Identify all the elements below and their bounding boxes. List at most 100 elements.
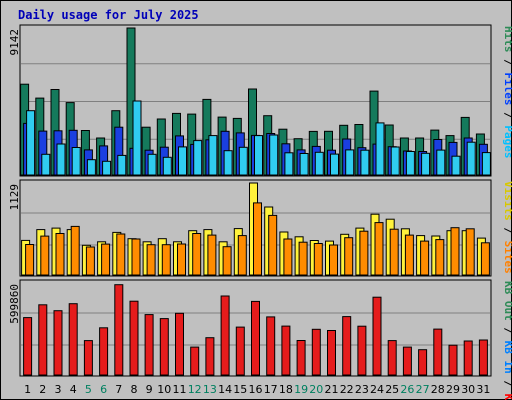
bar-sites-day-25 bbox=[389, 228, 399, 276]
bar-pages-day-3 bbox=[56, 143, 66, 176]
bar-sites-day-9 bbox=[146, 244, 156, 276]
x-tick-label: 1 bbox=[24, 383, 31, 396]
bar-kb-f-day-23 bbox=[357, 325, 367, 376]
bar-kb-f-day-2 bbox=[38, 304, 48, 376]
bar-pages-day-18 bbox=[284, 152, 294, 176]
panel-kbf-kbin-kbout: 599860 KB Out / KB In / KB F bbox=[8, 279, 512, 400]
bar-sites-day-24 bbox=[374, 222, 384, 276]
bar-kb-f-day-10 bbox=[159, 318, 169, 376]
bar-pages-day-20 bbox=[314, 151, 324, 176]
bar-kb-f-day-31 bbox=[478, 339, 488, 376]
x-tick-label: 6 bbox=[100, 383, 107, 396]
bar-pages-day-27 bbox=[421, 152, 431, 176]
bar-sites-day-22 bbox=[344, 237, 354, 276]
bar-sites-day-12 bbox=[192, 233, 202, 276]
bar-pages-day-8 bbox=[132, 100, 142, 176]
y-max-label: 599860 bbox=[8, 284, 21, 324]
bar-pages-day-26 bbox=[405, 151, 415, 176]
x-tick-label: 27 bbox=[416, 383, 430, 396]
x-tick-label: 12 bbox=[188, 383, 202, 396]
x-tick-label: 10 bbox=[157, 383, 171, 396]
panel-hits-files-pages: 9142 Hits / Files / Pages bbox=[8, 24, 512, 177]
bar-kb-f-day-28 bbox=[433, 328, 443, 376]
x-tick-label: 8 bbox=[131, 383, 138, 396]
bar-kb-f-day-4 bbox=[68, 303, 78, 376]
bar-pages-day-23 bbox=[360, 149, 370, 176]
bar-kb-f-day-26 bbox=[402, 346, 412, 376]
x-tick-label: 14 bbox=[218, 383, 232, 396]
bar-kb-f-day-20 bbox=[311, 328, 321, 376]
bar-pages-day-14 bbox=[223, 150, 233, 176]
bar-sites-day-26 bbox=[404, 234, 414, 276]
legend-kb-out: KB Out bbox=[502, 281, 512, 321]
x-tick-label: 28 bbox=[431, 383, 445, 396]
bar-kb-f-day-21 bbox=[327, 330, 336, 376]
legend-separator: / bbox=[502, 374, 512, 394]
bar-sites-day-16 bbox=[253, 202, 262, 276]
panel-visits-sites: 1129 Visits / Sites bbox=[8, 179, 512, 277]
bar-sites-day-19 bbox=[298, 241, 308, 276]
bar-kb-f-day-19 bbox=[296, 340, 306, 376]
bar-sites-day-5 bbox=[85, 246, 95, 276]
bar-sites-day-6 bbox=[101, 243, 111, 276]
legend-pages: Pages bbox=[502, 125, 512, 158]
bar-kb-f-day-30 bbox=[463, 340, 473, 376]
bar-kb-f-day-14 bbox=[220, 295, 230, 376]
series-kb-f bbox=[23, 284, 488, 376]
x-tick-label: 2 bbox=[39, 383, 46, 396]
bar-kb-f-day-13 bbox=[205, 337, 215, 376]
x-tick-label: 18 bbox=[279, 383, 293, 396]
x-tick-label: 3 bbox=[55, 383, 62, 396]
bar-pages-day-15 bbox=[238, 146, 248, 176]
bar-sites-day-28 bbox=[435, 239, 445, 276]
bar-sites-day-18 bbox=[283, 238, 293, 276]
y-max-label: 1129 bbox=[8, 184, 21, 211]
bar-kb-f-day-18 bbox=[281, 325, 291, 376]
bar-kb-f-day-24 bbox=[372, 296, 382, 376]
x-tick-label: 24 bbox=[370, 383, 384, 396]
bar-sites-day-17 bbox=[268, 214, 278, 276]
bar-kb-f-day-3 bbox=[53, 310, 63, 376]
bar-kb-f-day-22 bbox=[342, 316, 352, 376]
bar-pages-day-4 bbox=[71, 147, 81, 176]
series-sites bbox=[25, 202, 490, 276]
x-tick-label: 11 bbox=[173, 383, 187, 396]
x-tick-label: 13 bbox=[203, 383, 217, 396]
bar-kb-f-day-12 bbox=[190, 346, 200, 376]
bar-kb-f-day-9 bbox=[144, 314, 154, 376]
bar-kb-f-day-25 bbox=[387, 340, 397, 376]
bar-kb-f-day-16 bbox=[251, 300, 260, 376]
legend-kb-in: KB In bbox=[502, 341, 512, 374]
bar-pages-day-6 bbox=[102, 160, 112, 176]
bar-kb-f-day-15 bbox=[235, 326, 245, 376]
bar-pages-day-30 bbox=[466, 141, 476, 176]
bar-pages-day-21 bbox=[330, 153, 339, 176]
bar-sites-day-15 bbox=[237, 235, 247, 276]
bar-kb-f-day-1 bbox=[23, 317, 33, 376]
series-legend: Hits / Files / Pages bbox=[502, 26, 512, 159]
x-tick-label: 20 bbox=[309, 383, 323, 396]
legend-separator: / bbox=[502, 53, 512, 73]
bar-pages-day-12 bbox=[193, 140, 203, 176]
bar-pages-day-1 bbox=[26, 110, 36, 176]
bar-sites-day-14 bbox=[222, 246, 232, 276]
chart-title: Daily usage for July 2025 bbox=[18, 8, 199, 22]
bar-pages-day-2 bbox=[41, 153, 51, 176]
bar-pages-day-5 bbox=[86, 159, 96, 176]
x-tick-label: 31 bbox=[476, 383, 490, 396]
x-tick-label: 17 bbox=[264, 383, 278, 396]
legend-separator: / bbox=[502, 106, 512, 126]
legend-kb-f: KB F bbox=[502, 394, 512, 400]
x-tick-label: 16 bbox=[249, 383, 263, 396]
bar-pages-day-24 bbox=[375, 122, 385, 176]
bar-sites-day-10 bbox=[161, 244, 171, 276]
bar-sites-day-3 bbox=[55, 233, 65, 276]
bar-kb-f-day-27 bbox=[418, 349, 428, 376]
legend-separator: / bbox=[502, 221, 512, 241]
x-tick-label: 4 bbox=[70, 383, 77, 396]
bar-sites-day-1 bbox=[25, 244, 35, 276]
x-tick-label: 21 bbox=[325, 383, 339, 396]
bar-kb-f-day-17 bbox=[266, 316, 276, 376]
bar-sites-day-29 bbox=[450, 227, 460, 276]
bar-kb-f-day-29 bbox=[448, 344, 458, 376]
